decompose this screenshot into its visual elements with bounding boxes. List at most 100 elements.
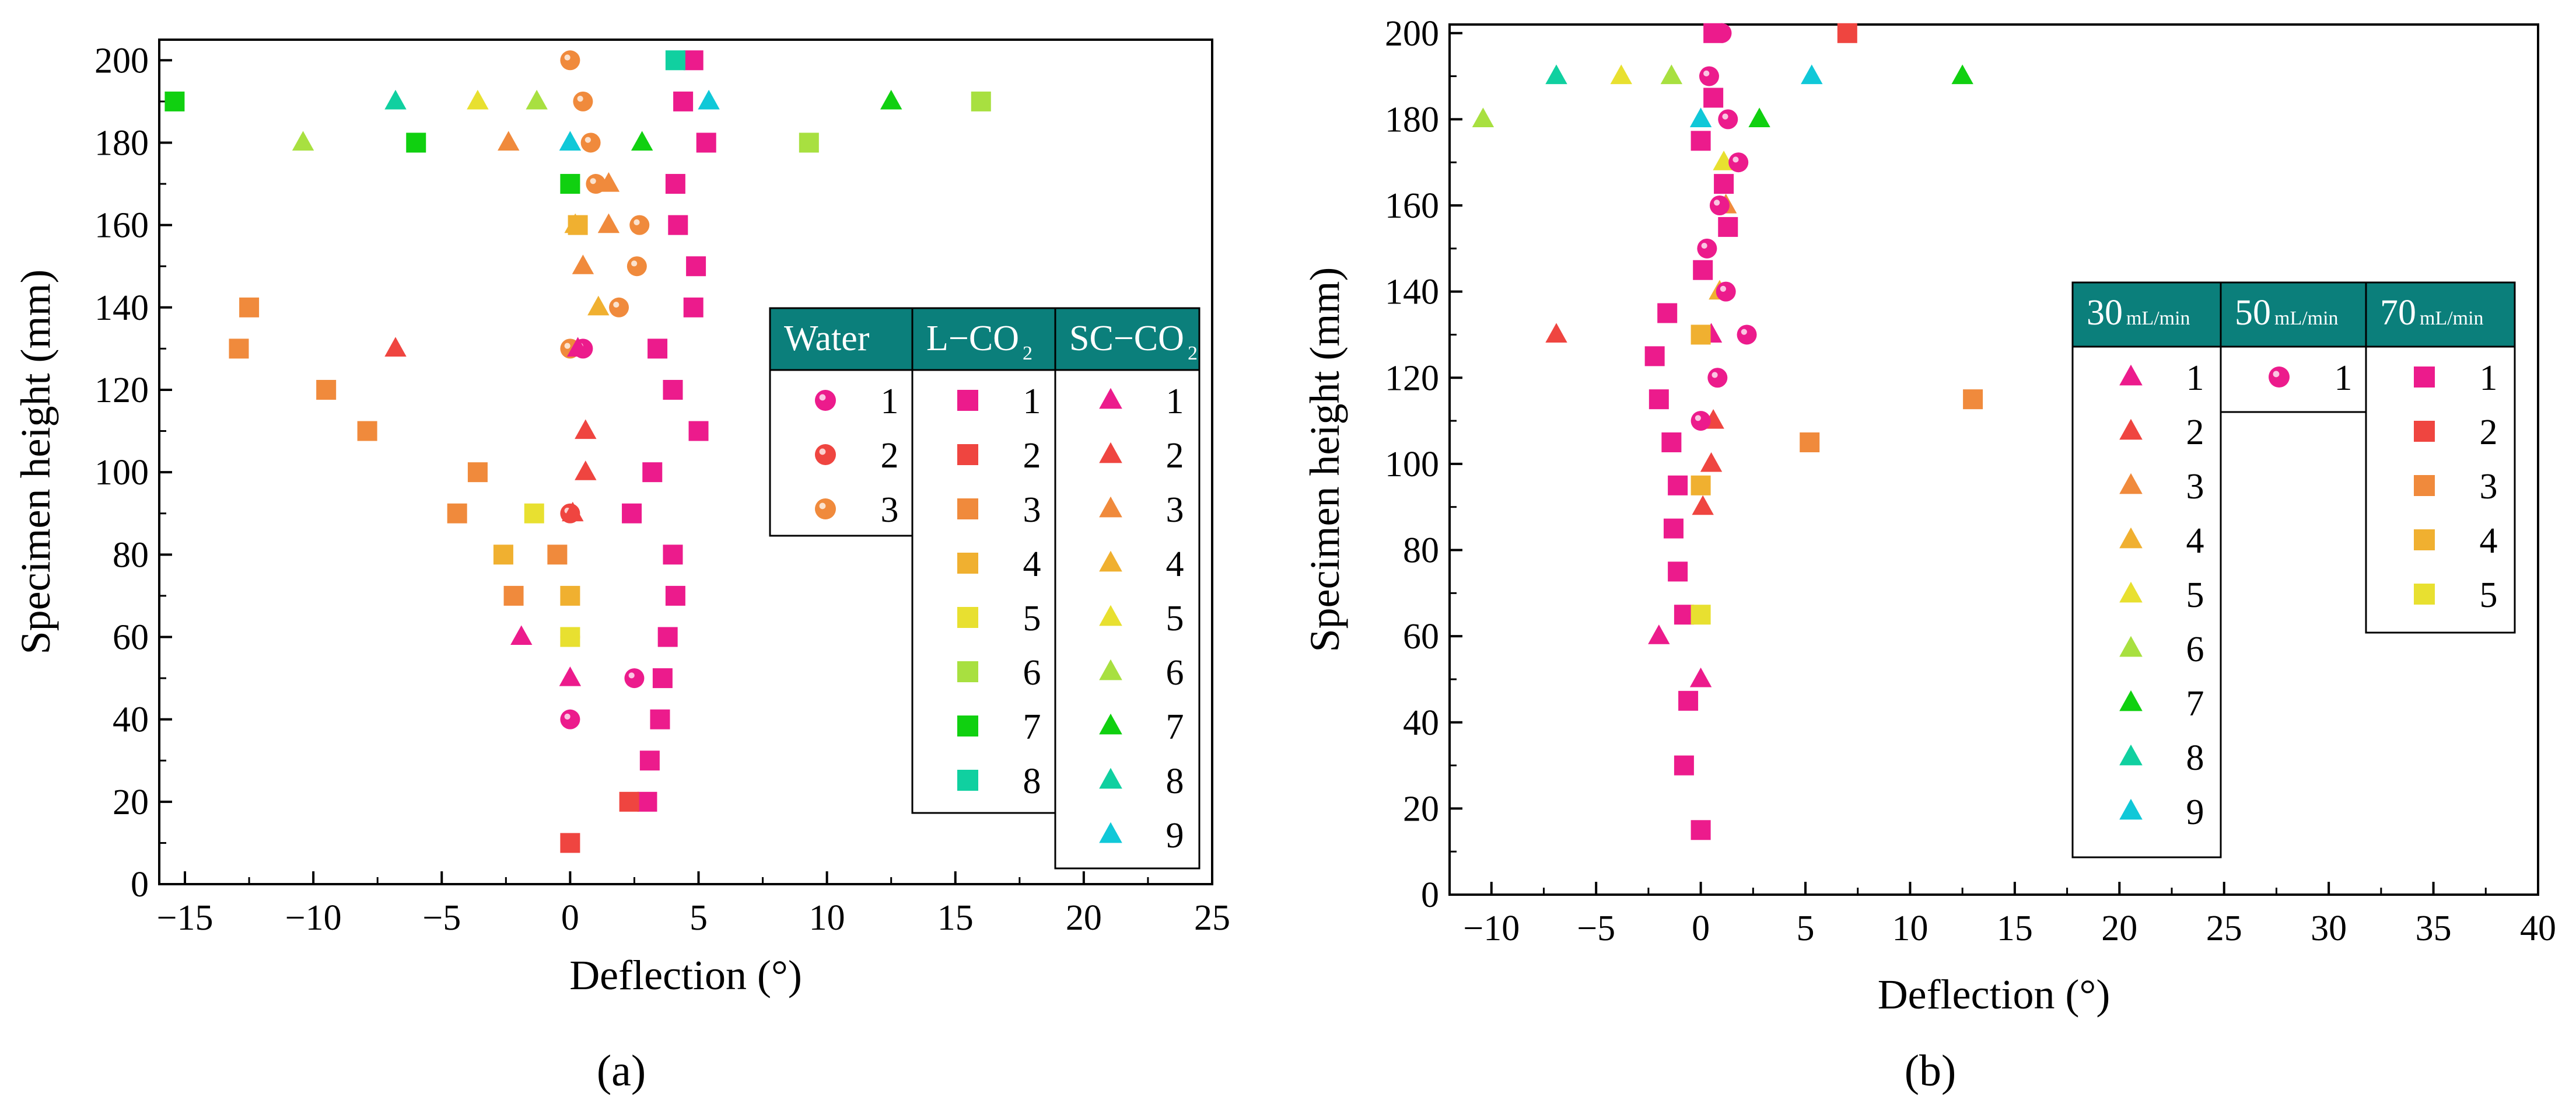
legend-entry-label-4: 5 [1023, 599, 1041, 638]
series-3 [622, 50, 716, 812]
legend-marker-1 [2119, 418, 2143, 440]
data-point [597, 172, 620, 192]
series-9 [164, 91, 580, 194]
legend-entry-label-5: 6 [2186, 630, 2204, 669]
data-point-highlight [613, 301, 620, 308]
data-point [1703, 23, 1724, 43]
legend-marker-3 [957, 553, 978, 574]
legend-entry-label-1: 2 [2480, 413, 2498, 452]
legend-marker-3 [1099, 550, 1122, 572]
legend-entry-label-1: 2 [881, 436, 899, 476]
y-tick-label-4: 80 [113, 535, 149, 575]
series-1 [560, 503, 580, 647]
legend-entry-label-1: 2 [1023, 436, 1041, 476]
legend-marker-7 [957, 770, 978, 791]
legend-box [911, 307, 1056, 814]
legend-entry-label-0: 1 [2480, 358, 2498, 398]
y-tick-label-2: 40 [113, 700, 149, 740]
legend-header-bg [2220, 281, 2367, 348]
legend-marker-2 [957, 498, 978, 519]
data-point-highlight [634, 219, 640, 225]
legend-header-sub: 2 [1023, 343, 1032, 364]
data-point-body [1728, 152, 1749, 173]
data-point-body [1690, 411, 1711, 431]
series-11 [1837, 23, 1857, 43]
series-10 [1644, 23, 1738, 840]
y-tick-label-2: 40 [1403, 703, 1439, 743]
data-point-highlight [1712, 372, 1718, 378]
data-point [1800, 432, 1820, 452]
data-point [292, 131, 314, 151]
legend-marker-1 [1099, 442, 1122, 463]
data-point [503, 585, 524, 606]
data-point-highlight [1701, 242, 1707, 249]
panel-a-chart: −15 −10 −5 0 5 10 15 20 250204060801001201401601… [12, 39, 1230, 1095]
x-tick-label-7: 25 [2206, 909, 2242, 948]
data-point [971, 91, 991, 111]
data-point [1690, 820, 1711, 840]
legend-entry-label-7: 8 [1166, 762, 1184, 801]
data-point [683, 50, 704, 71]
data-point [572, 254, 594, 274]
data-point [1545, 323, 1567, 343]
y-tick-label-3: 60 [1403, 617, 1439, 657]
legend-marker-1 [815, 444, 836, 465]
data-point [1697, 238, 1717, 259]
data-point-body [1697, 238, 1717, 259]
data-point [1716, 281, 1736, 302]
legend-marker-5 [1099, 659, 1122, 680]
data-point [1951, 64, 1973, 85]
legend-marker-2 [2119, 473, 2143, 494]
series-5 [229, 297, 568, 606]
series-13 [498, 131, 620, 274]
x-tick-label-1: −5 [1577, 909, 1615, 948]
x-tick-label-0: −15 [157, 898, 214, 938]
legend-entry-label-0: 1 [1023, 382, 1041, 421]
data-point [524, 503, 544, 523]
series-4 [560, 791, 639, 853]
legend-header-sub: mL/min [2274, 308, 2339, 329]
data-point [631, 131, 653, 151]
x-tick-label-4: 5 [690, 898, 708, 938]
series-10 [665, 50, 685, 71]
legend-entry-label-3: 4 [1023, 544, 1041, 584]
data-point [1678, 690, 1699, 711]
y-tick-label-6: 120 [94, 371, 149, 410]
legend-marker-1-highlight [819, 448, 826, 455]
legend-group-1: L−CO 2 1 2 3 4 5 6 7 8 [911, 307, 1056, 814]
series-6 [1748, 64, 1973, 127]
data-point [683, 297, 704, 317]
legend-entry-label-0: 1 [2186, 358, 2204, 398]
legend-entry-label-3: 4 [2186, 521, 2204, 561]
x-tick-label-8: 25 [1194, 898, 1230, 938]
data-point [547, 544, 568, 565]
data-point [357, 421, 377, 441]
series-9 [1690, 23, 1757, 431]
legend-entry-label-4: 5 [2186, 575, 2204, 615]
data-point [560, 833, 580, 853]
data-point [642, 462, 663, 483]
data-point [1668, 561, 1688, 582]
legend-marker-8 [2119, 798, 2143, 820]
legend-header-sub: 2 [1188, 343, 1198, 364]
data-point [575, 460, 597, 480]
y-axis-b: 0 20 40 60 80 100 120 140 160 180 200 [1385, 14, 1462, 915]
data-point-highlight [564, 343, 570, 349]
legend-entry-label-5: 6 [1023, 653, 1041, 693]
data-point [1648, 389, 1669, 410]
data-point [1472, 107, 1494, 127]
data-point-body [573, 91, 593, 111]
y-tick-label-0: 0 [131, 865, 149, 905]
data-point [1660, 64, 1683, 85]
data-point-highlight [590, 178, 596, 184]
data-point [560, 174, 580, 194]
data-point-body [1707, 368, 1728, 388]
data-point [239, 297, 260, 317]
y-tick-label-5: 100 [94, 453, 149, 493]
series-19 [559, 89, 720, 151]
legend-entry-label-8: 9 [1166, 816, 1184, 856]
data-point [1689, 107, 1712, 127]
data-point [1748, 107, 1770, 127]
